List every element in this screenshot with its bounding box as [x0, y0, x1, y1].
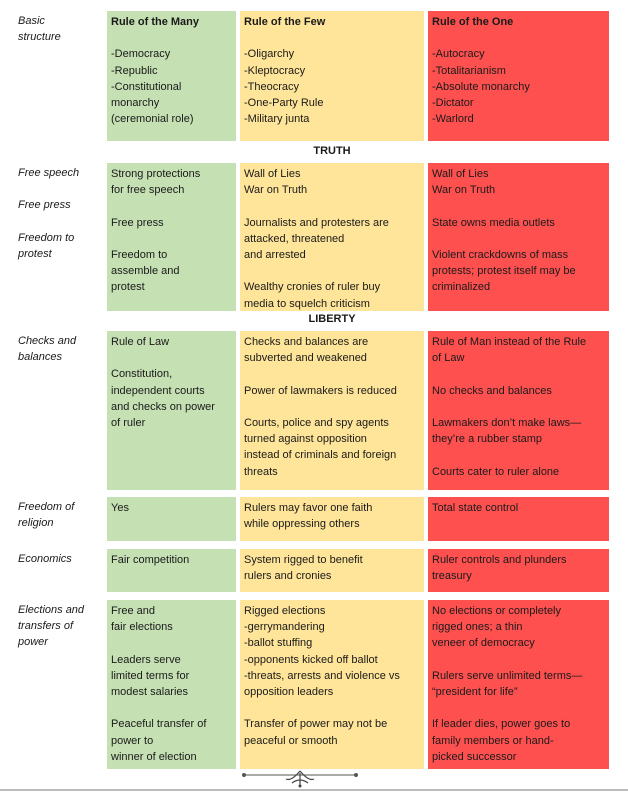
cell-one: Rule of Man instead of the Rule of Law N…: [428, 331, 609, 490]
cell-text: -Autocracy -Totalitarianism -Absolute mo…: [432, 48, 530, 126]
cell-one: Ruler controls and plunders treasury: [428, 549, 609, 592]
cell-one: No elections or completely rigged ones; …: [428, 600, 609, 769]
row-label: Freedom of religion: [18, 501, 75, 530]
section-heading-liberty: LIBERTY: [308, 313, 356, 325]
row-label: Free speech Free press Freedom to protes…: [18, 167, 80, 261]
cell-many: Strong protections for free speech Free …: [107, 163, 236, 311]
section-heading-truth: TRUTH: [313, 145, 351, 157]
cell-few: Checks and balances are subverted and we…: [240, 331, 424, 490]
column-header-one: Rule of the One: [432, 16, 514, 28]
row-label: Checks and balances: [18, 335, 77, 364]
cell-many: Yes: [107, 497, 236, 541]
column-header-few: Rule of the Few: [244, 16, 326, 28]
cell-text: -Oligarchy -Kleptocracy -Theocracy -One-…: [244, 48, 324, 126]
cell-few: Rulers may favor one faith while oppress…: [240, 497, 424, 541]
row-elections: Elections and transfers of power Free an…: [0, 600, 628, 769]
cell-few: System rigged to benefit rulers and cron…: [240, 549, 424, 592]
ornament-divider-icon: [242, 770, 358, 788]
cell-few: Rule of the Few -Oligarchy -Kleptocracy …: [240, 11, 424, 141]
cell-one: Total state control: [428, 497, 609, 541]
cell-one: Wall of Lies War on Truth State owns med…: [428, 163, 609, 311]
bottom-rule: [0, 789, 628, 791]
row-freedom-of-religion: Freedom of religion Yes Rulers may favor…: [0, 497, 628, 541]
row-economics: Economics Fair competition System rigged…: [0, 549, 628, 592]
row-label: Basic structure: [18, 15, 61, 44]
cell-one: Rule of the One -Autocracy -Totalitarian…: [428, 11, 609, 141]
row-truth: Free speech Free press Freedom to protes…: [0, 163, 628, 311]
cell-few: Wall of Lies War on Truth Journalists an…: [240, 163, 424, 311]
cell-many: Rule of Law Constitution, independent co…: [107, 331, 236, 490]
cell-many: Rule of the Many -Democracy -Republic -C…: [107, 11, 236, 141]
cell-text: -Democracy -Republic -Constitutional mon…: [111, 48, 194, 126]
row-label: Economics: [18, 553, 72, 565]
row-label: Elections and transfers of power: [18, 604, 85, 649]
cell-many: Fair competition: [107, 549, 236, 592]
row-basic-structure: Basic structure Rule of the Many -Democr…: [0, 11, 628, 141]
row-checks-and-balances: Checks and balances Rule of Law Constitu…: [0, 331, 628, 490]
cell-many: Free and fair elections Leaders serve li…: [107, 600, 236, 769]
column-header-many: Rule of the Many: [111, 16, 200, 28]
cell-few: Rigged elections -gerrymandering -ballot…: [240, 600, 424, 769]
